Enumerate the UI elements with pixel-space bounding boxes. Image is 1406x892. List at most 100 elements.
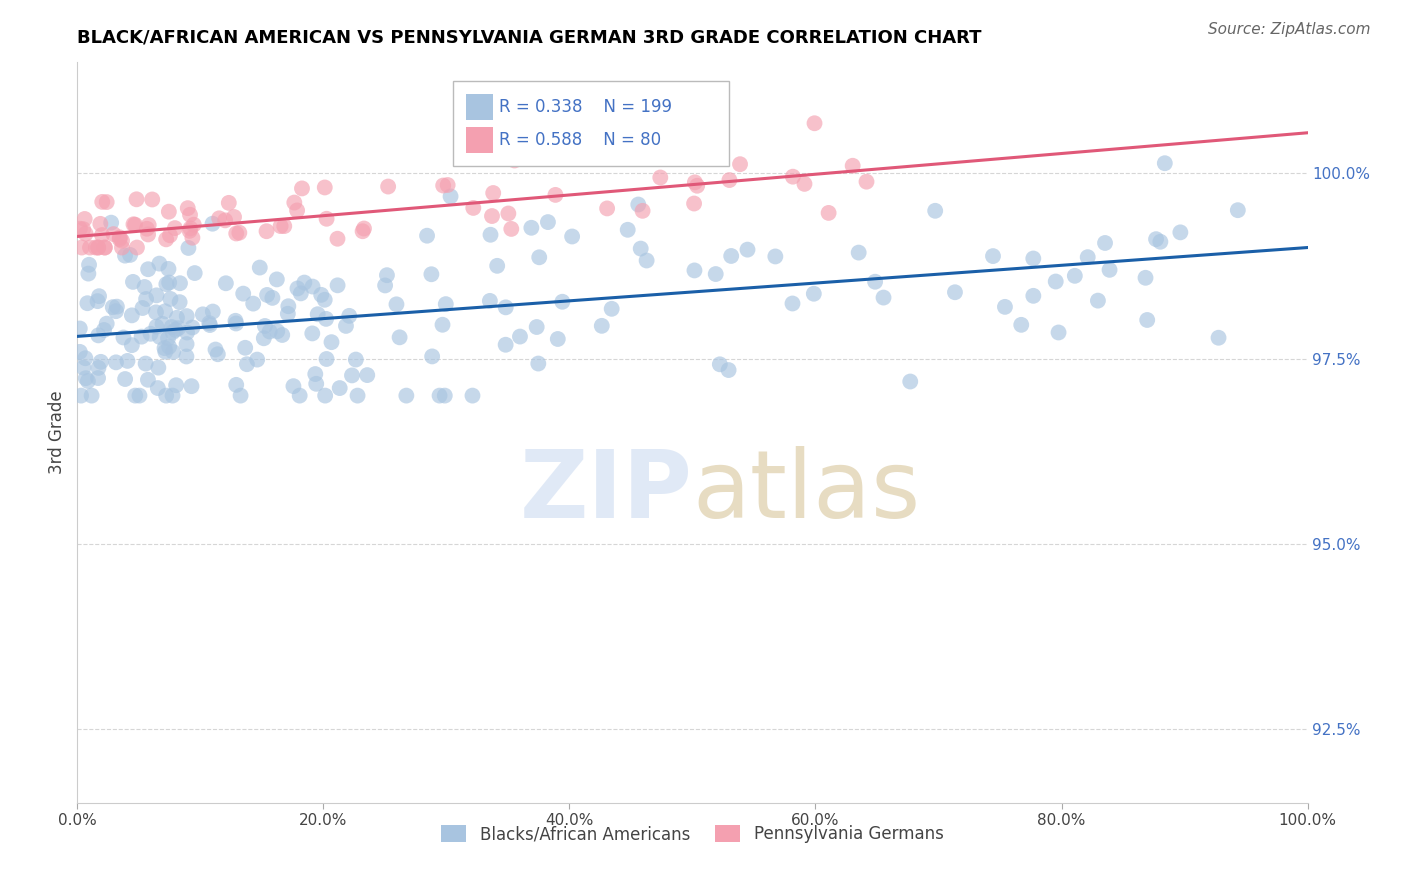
Point <box>157 331 180 345</box>
Point <box>256 224 278 238</box>
Point <box>225 227 247 241</box>
Point <box>352 224 374 238</box>
Point <box>149 330 172 344</box>
Point <box>165 323 187 337</box>
Point <box>551 294 574 309</box>
Point <box>90 355 112 369</box>
Point <box>1149 235 1171 249</box>
Point <box>163 221 186 235</box>
Point <box>277 299 299 313</box>
Point <box>1094 235 1116 250</box>
Point <box>181 230 204 244</box>
Point <box>87 371 110 385</box>
Point <box>855 175 877 189</box>
Point <box>179 221 201 235</box>
Point <box>315 211 337 226</box>
Point <box>329 381 352 395</box>
Point <box>420 350 443 364</box>
Point <box>803 286 825 301</box>
Point <box>259 325 281 339</box>
Point <box>94 241 117 255</box>
Point <box>69 221 91 235</box>
Point <box>650 170 672 185</box>
FancyBboxPatch shape <box>467 95 494 120</box>
Point <box>77 258 100 272</box>
Point <box>72 360 94 375</box>
Point <box>848 245 870 260</box>
Point <box>208 211 231 226</box>
Text: atlas: atlas <box>693 446 921 538</box>
Point <box>77 374 100 388</box>
Point <box>177 201 200 215</box>
Legend: Blacks/African Americans, Pennsylvania Germans: Blacks/African Americans, Pennsylvania G… <box>434 819 950 850</box>
Point <box>103 227 125 241</box>
Point <box>305 376 328 391</box>
Point <box>70 241 93 255</box>
Point <box>375 268 398 283</box>
Point <box>96 195 118 210</box>
Point <box>631 203 654 218</box>
Point <box>432 318 454 332</box>
Point <box>105 300 128 314</box>
Point <box>841 159 863 173</box>
Point <box>191 307 214 321</box>
Point <box>291 181 314 195</box>
Point <box>256 288 278 302</box>
Point <box>314 389 336 403</box>
Point <box>69 321 91 335</box>
Point <box>262 291 284 305</box>
Point <box>122 217 145 231</box>
Point <box>266 272 288 286</box>
Point <box>157 261 180 276</box>
Point <box>436 178 458 192</box>
Point <box>75 351 97 366</box>
Point <box>80 389 103 403</box>
Point <box>89 217 111 231</box>
Point <box>481 209 503 223</box>
Point <box>520 220 543 235</box>
Point <box>165 378 187 392</box>
Point <box>1208 331 1230 345</box>
Point <box>152 317 174 331</box>
Point <box>105 355 128 369</box>
Point <box>1153 156 1175 170</box>
Text: BLACK/AFRICAN AMERICAN VS PENNSYLVANIA GERMAN 3RD GRADE CORRELATION CHART: BLACK/AFRICAN AMERICAN VS PENNSYLVANIA G… <box>77 29 981 47</box>
Point <box>198 318 221 332</box>
Point <box>283 379 305 393</box>
Point <box>136 227 159 242</box>
Point <box>155 344 177 359</box>
Point <box>596 202 619 216</box>
Text: R = 0.338    N = 199: R = 0.338 N = 199 <box>499 98 672 116</box>
Point <box>326 278 349 293</box>
Point <box>96 317 118 331</box>
Point <box>84 241 107 255</box>
Point <box>420 267 443 281</box>
Point <box>135 292 157 306</box>
Point <box>233 341 256 355</box>
Point <box>271 328 294 343</box>
Point <box>321 335 343 350</box>
Point <box>439 189 461 203</box>
Text: Source: ZipAtlas.com: Source: ZipAtlas.com <box>1208 22 1371 37</box>
Point <box>155 232 177 246</box>
Point <box>125 241 148 255</box>
Point <box>709 357 731 371</box>
Point <box>177 241 200 255</box>
Point <box>145 288 167 302</box>
Point <box>683 175 706 189</box>
Point <box>616 223 638 237</box>
Point <box>315 351 337 366</box>
Point <box>224 314 246 328</box>
Point <box>501 222 523 236</box>
Point <box>183 266 205 280</box>
Point <box>201 304 224 318</box>
Point <box>112 330 135 344</box>
Point <box>863 275 886 289</box>
Point <box>75 227 97 241</box>
Point <box>478 293 501 308</box>
Point <box>135 357 157 371</box>
Point <box>136 262 159 277</box>
Point <box>301 279 323 293</box>
Point <box>131 301 153 315</box>
Point <box>353 221 375 235</box>
